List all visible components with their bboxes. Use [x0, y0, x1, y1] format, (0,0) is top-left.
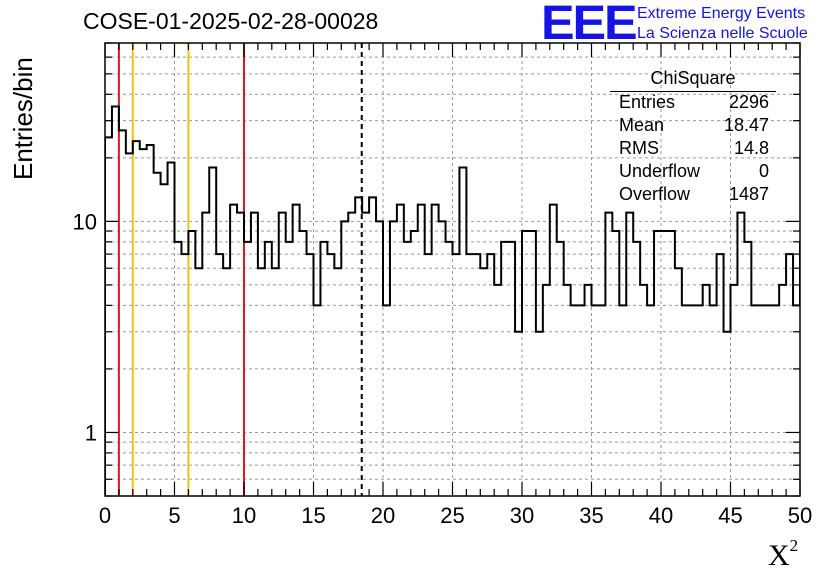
stats-label: RMS	[619, 138, 659, 158]
stats-divider	[610, 91, 776, 92]
stats-label: Mean	[619, 115, 665, 135]
histogram-series	[105, 105, 800, 496]
x-tick-label: 50	[788, 503, 812, 528]
grid-lines	[105, 42, 800, 497]
tick-labels: 0 5 10 15 20 25 30 35 40 45 50 1 10	[73, 209, 813, 528]
stats-value: 1487	[728, 184, 769, 204]
logo-line-1: Extreme Energy Events	[637, 5, 806, 22]
stats-value: 2296	[728, 92, 769, 112]
stats-value: 18.47	[723, 115, 769, 135]
x-axis-label-base: X	[768, 539, 790, 572]
x-tick-label: 25	[440, 503, 464, 528]
x-axis-label: X2	[768, 536, 798, 573]
x-tick-label: 30	[510, 503, 534, 528]
stats-title: ChiSquare	[650, 68, 736, 88]
stats-value: 14.8	[733, 138, 769, 158]
x-tick-label: 45	[718, 503, 742, 528]
y-tick-label: 1	[85, 420, 97, 445]
stats-value: 0	[758, 161, 769, 181]
y-tick-label: 10	[73, 209, 97, 234]
logo-line-2: La Scienza nelle Scuole	[637, 25, 808, 42]
stats-label: Underflow	[619, 161, 701, 181]
reference-lines	[117, 43, 363, 496]
x-tick-label: 20	[371, 503, 395, 528]
x-tick-label: 10	[232, 503, 256, 528]
y-axis-label: Entries/bin	[8, 57, 38, 180]
x-axis-label-superscript: 2	[789, 536, 799, 555]
stats-label: Entries	[619, 92, 676, 112]
stats-label: Overflow	[619, 184, 691, 204]
x-tick-label: 15	[301, 503, 325, 528]
eee-logo: EEE	[541, 0, 638, 50]
x-tick-label: 40	[649, 503, 673, 528]
x-tick-label: 5	[168, 503, 180, 528]
axis-ticks	[104, 42, 801, 497]
x-tick-label: 35	[579, 503, 603, 528]
x-tick-label: 0	[99, 503, 111, 528]
chart-title: COSE-01-2025-02-28-00028	[83, 8, 379, 34]
